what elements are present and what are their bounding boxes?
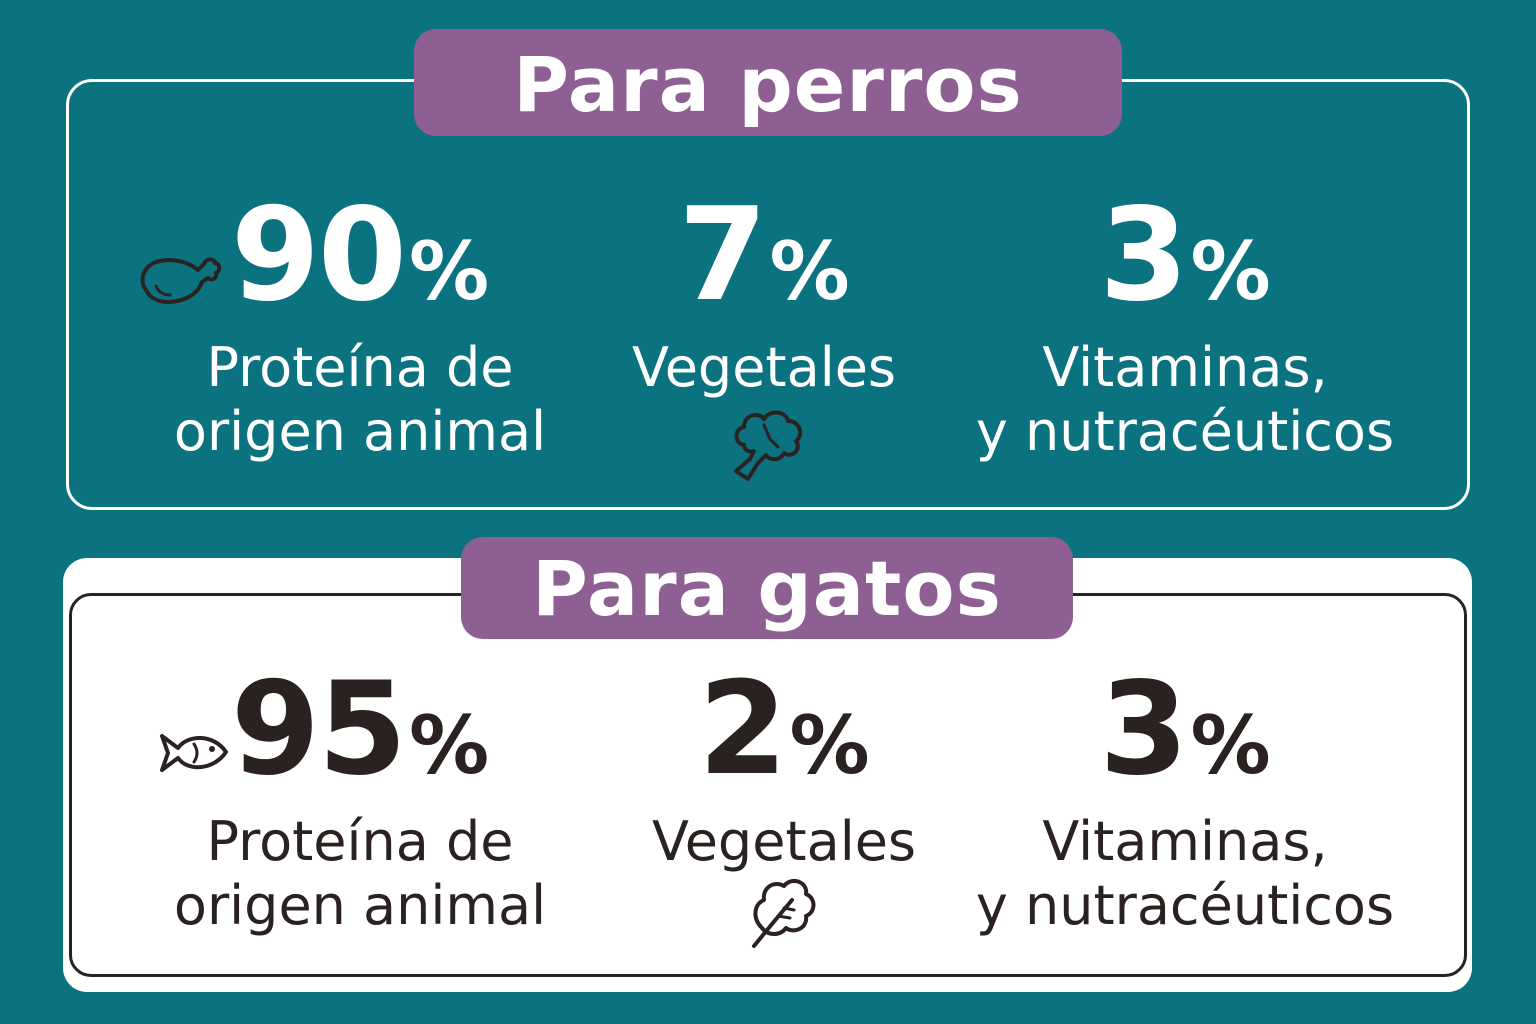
stat-value: 95% <box>230 655 490 804</box>
stat-label: Vitaminas, <box>1042 336 1328 399</box>
stat-label: y nutracéuticos <box>975 400 1395 463</box>
dogs-vegetables-stat: 7% Vegetales <box>614 181 914 400</box>
stat-value: 90% <box>230 181 490 330</box>
dogs-title: Para perros <box>414 29 1122 136</box>
stat-value: 7% <box>678 181 850 330</box>
cats-vegetables-stat: 2% Vegetales <box>634 655 934 874</box>
stat-label: Proteína de <box>206 810 514 873</box>
stat-label: Vitaminas, <box>1042 810 1328 873</box>
dogs-vitamins-stat: 3% Vitaminas, y nutracéuticos <box>960 181 1410 464</box>
stat-value: 3% <box>1099 655 1271 804</box>
chicken-leg-icon <box>136 246 222 308</box>
stat-label: Vegetales <box>651 810 917 873</box>
leafy-green-icon <box>748 874 820 950</box>
stat-value: 3% <box>1099 181 1271 330</box>
stat-value: 2% <box>698 655 870 804</box>
dogs-protein-stat: 90% Proteína de origen animal <box>160 181 560 464</box>
cats-vitamins-stat: 3% Vitaminas, y nutracéuticos <box>960 655 1410 938</box>
stat-label: Proteína de <box>206 336 514 399</box>
stat-label: origen animal <box>173 874 547 937</box>
stat-label: origen animal <box>173 400 547 463</box>
cats-title: Para gatos <box>461 537 1073 639</box>
cats-protein-stat: 95% Proteína de origen animal <box>160 655 560 938</box>
broccoli-icon <box>730 405 810 485</box>
fish-icon <box>158 728 230 778</box>
stat-label: Vegetales <box>631 336 897 399</box>
stat-label: y nutracéuticos <box>975 874 1395 937</box>
